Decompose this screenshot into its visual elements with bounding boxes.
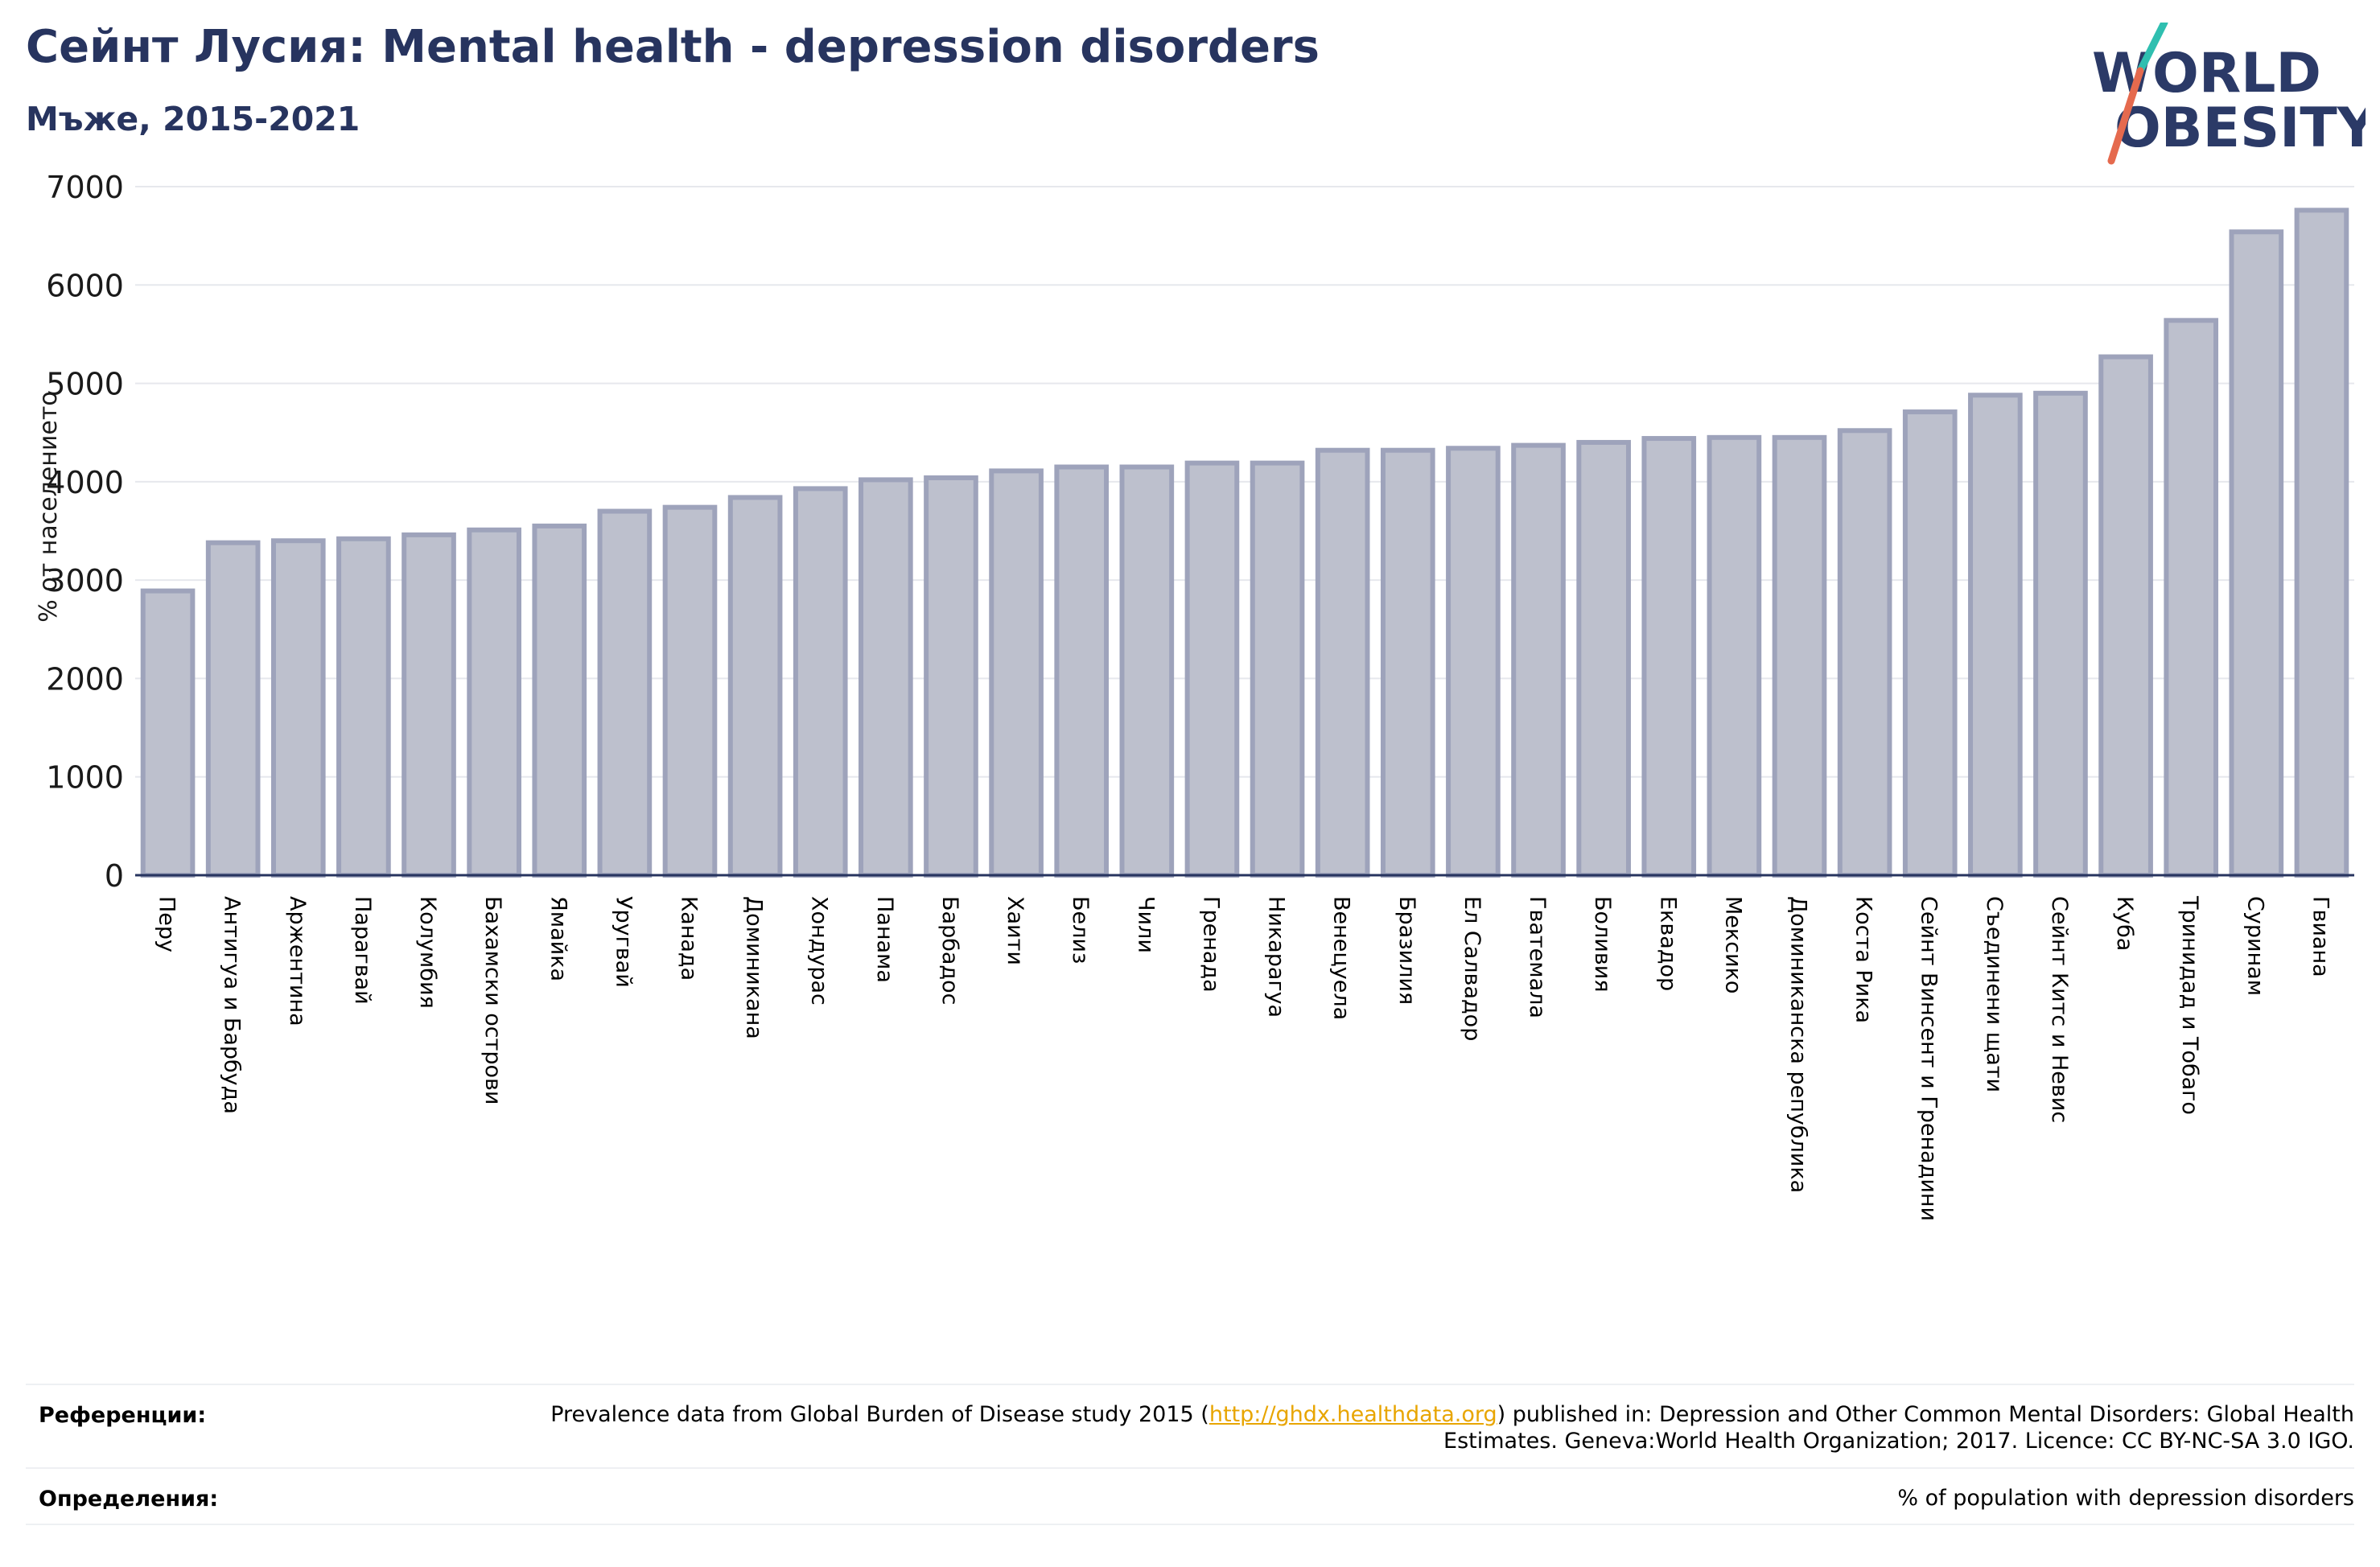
chart-title: Сейнт Лусия: Mental health - depression … bbox=[26, 21, 1320, 73]
bar[interactable] bbox=[1250, 460, 1305, 878]
x-tick-label: Еквадор bbox=[1655, 896, 1680, 991]
x-tick-label: Сейнт Винсент и Гренадини bbox=[1917, 896, 1941, 1221]
x-tick-label: Гренада bbox=[1198, 896, 1223, 993]
y-tick-label: 1000 bbox=[46, 760, 124, 796]
bar[interactable] bbox=[205, 540, 261, 878]
bar[interactable] bbox=[1054, 464, 1110, 878]
x-tick-label: Коста Рика bbox=[1851, 896, 1876, 1023]
definitions-text: % of population with depression disorder… bbox=[1897, 1486, 2354, 1511]
bar[interactable] bbox=[1641, 436, 1697, 878]
x-tick-label: Чили bbox=[1133, 896, 1158, 953]
x-tick-label: Куба bbox=[2112, 896, 2137, 951]
x-tick-label: Парагвай bbox=[350, 896, 375, 1005]
references-label: Референции: bbox=[39, 1403, 207, 1428]
references-text: Prevalence data from Global Burden of Di… bbox=[544, 1401, 2354, 1454]
y-tick-label: 4000 bbox=[46, 465, 124, 500]
world-obesity-logo: WORLD OBESITY bbox=[2092, 23, 2366, 165]
bar[interactable] bbox=[2098, 354, 2153, 878]
bar[interactable] bbox=[597, 508, 653, 878]
logo-line-2: OBESITY bbox=[2114, 97, 2366, 160]
bar[interactable] bbox=[532, 523, 587, 878]
bar[interactable] bbox=[2164, 318, 2219, 878]
x-tick-label: Перу bbox=[154, 896, 179, 952]
bar[interactable] bbox=[989, 468, 1044, 878]
bar[interactable] bbox=[924, 475, 978, 878]
x-tick-label: Белиз bbox=[1068, 896, 1093, 964]
bar[interactable] bbox=[1576, 439, 1631, 878]
x-tick-label: Съединени щати bbox=[1982, 896, 2007, 1092]
x-tick-label: Бахамски острови bbox=[480, 896, 505, 1104]
divider-bottom bbox=[26, 1524, 2354, 1525]
x-tick-label: Тринидад и Тобаго bbox=[2177, 895, 2202, 1115]
definitions-label: Определения: bbox=[39, 1487, 219, 1511]
bar[interactable] bbox=[2294, 208, 2349, 878]
bar[interactable] bbox=[1707, 434, 1762, 878]
x-tick-label: Суринам bbox=[2242, 896, 2267, 996]
bar[interactable] bbox=[2229, 229, 2284, 878]
x-tick-label: Канада bbox=[677, 896, 702, 981]
x-tick-label: Аржентина bbox=[285, 896, 310, 1026]
bar[interactable] bbox=[1315, 447, 1370, 878]
x-tick-label: Антигуа и Барбуда bbox=[220, 896, 245, 1114]
x-tick-label: Венецуела bbox=[1329, 896, 1354, 1020]
x-tick-label: Барбадос bbox=[937, 896, 962, 1005]
x-tick-label: Гватемала bbox=[1525, 896, 1550, 1018]
bar[interactable] bbox=[793, 486, 848, 878]
bar[interactable] bbox=[1511, 442, 1566, 878]
bar[interactable] bbox=[1837, 428, 1892, 878]
y-tick-label: 6000 bbox=[46, 268, 124, 303]
y-axis-title: % от населението bbox=[35, 391, 63, 622]
x-tick-label: Гвиана bbox=[2308, 896, 2333, 977]
bar-chart: 0 1000 2000 3000 4000 5000 6000 7000 % от населе… bbox=[35, 170, 2354, 1221]
bar[interactable] bbox=[859, 477, 913, 878]
references-text-before: Prevalence data from Global Burden of Di… bbox=[550, 1402, 1209, 1427]
bar[interactable] bbox=[2033, 390, 2088, 878]
x-tick-label: Доминикана bbox=[742, 896, 767, 1039]
bar[interactable] bbox=[662, 504, 718, 878]
bar[interactable] bbox=[1968, 393, 2023, 878]
bar[interactable] bbox=[1446, 446, 1501, 878]
bar[interactable] bbox=[1184, 460, 1240, 878]
x-tick-label: Мексико bbox=[1720, 896, 1745, 993]
bar[interactable] bbox=[140, 588, 196, 878]
x-tick-label: Хондурас bbox=[807, 896, 832, 1006]
y-tick-label: 2000 bbox=[46, 661, 124, 697]
y-tick-label: 0 bbox=[105, 858, 124, 894]
x-tick-label: Бразилия bbox=[1394, 896, 1419, 1005]
x-tick-label: Сейнт Китс и Невис bbox=[2047, 896, 2072, 1123]
x-tick-label: Уругвай bbox=[611, 896, 636, 988]
x-tick-label: Никарагуа bbox=[1264, 896, 1289, 1018]
x-tick-label: Доминиканска република bbox=[1786, 896, 1811, 1193]
y-tick-label: 7000 bbox=[46, 170, 124, 205]
x-tick-label: Хаити bbox=[1003, 896, 1027, 965]
bar[interactable] bbox=[1119, 464, 1175, 878]
x-tick-label: Панама bbox=[872, 896, 897, 983]
chart-subtitle: Мъже, 2015-2021 bbox=[26, 100, 360, 138]
bar[interactable] bbox=[1772, 434, 1827, 878]
bar[interactable] bbox=[336, 536, 391, 878]
x-tick-label: Колумбия bbox=[415, 896, 440, 1009]
references-link[interactable]: http://ghdx.healthdata.org bbox=[1209, 1402, 1497, 1427]
bar[interactable] bbox=[1902, 409, 1958, 878]
bar[interactable] bbox=[401, 532, 456, 878]
divider-top bbox=[26, 1384, 2354, 1385]
divider-middle bbox=[26, 1467, 2354, 1469]
bar[interactable] bbox=[1380, 447, 1435, 878]
x-tick-label: Боливия bbox=[1590, 896, 1615, 993]
bar[interactable] bbox=[727, 495, 783, 878]
x-tick-label: Ел Салвадор bbox=[1460, 896, 1484, 1041]
bar[interactable] bbox=[467, 527, 521, 878]
x-tick-label: Ямайка bbox=[546, 896, 570, 981]
y-tick-label: 5000 bbox=[46, 367, 124, 402]
y-tick-label: 3000 bbox=[46, 563, 124, 598]
references-text-after: ) published in: Depression and Other Com… bbox=[1443, 1402, 2354, 1454]
bar[interactable] bbox=[270, 538, 326, 878]
